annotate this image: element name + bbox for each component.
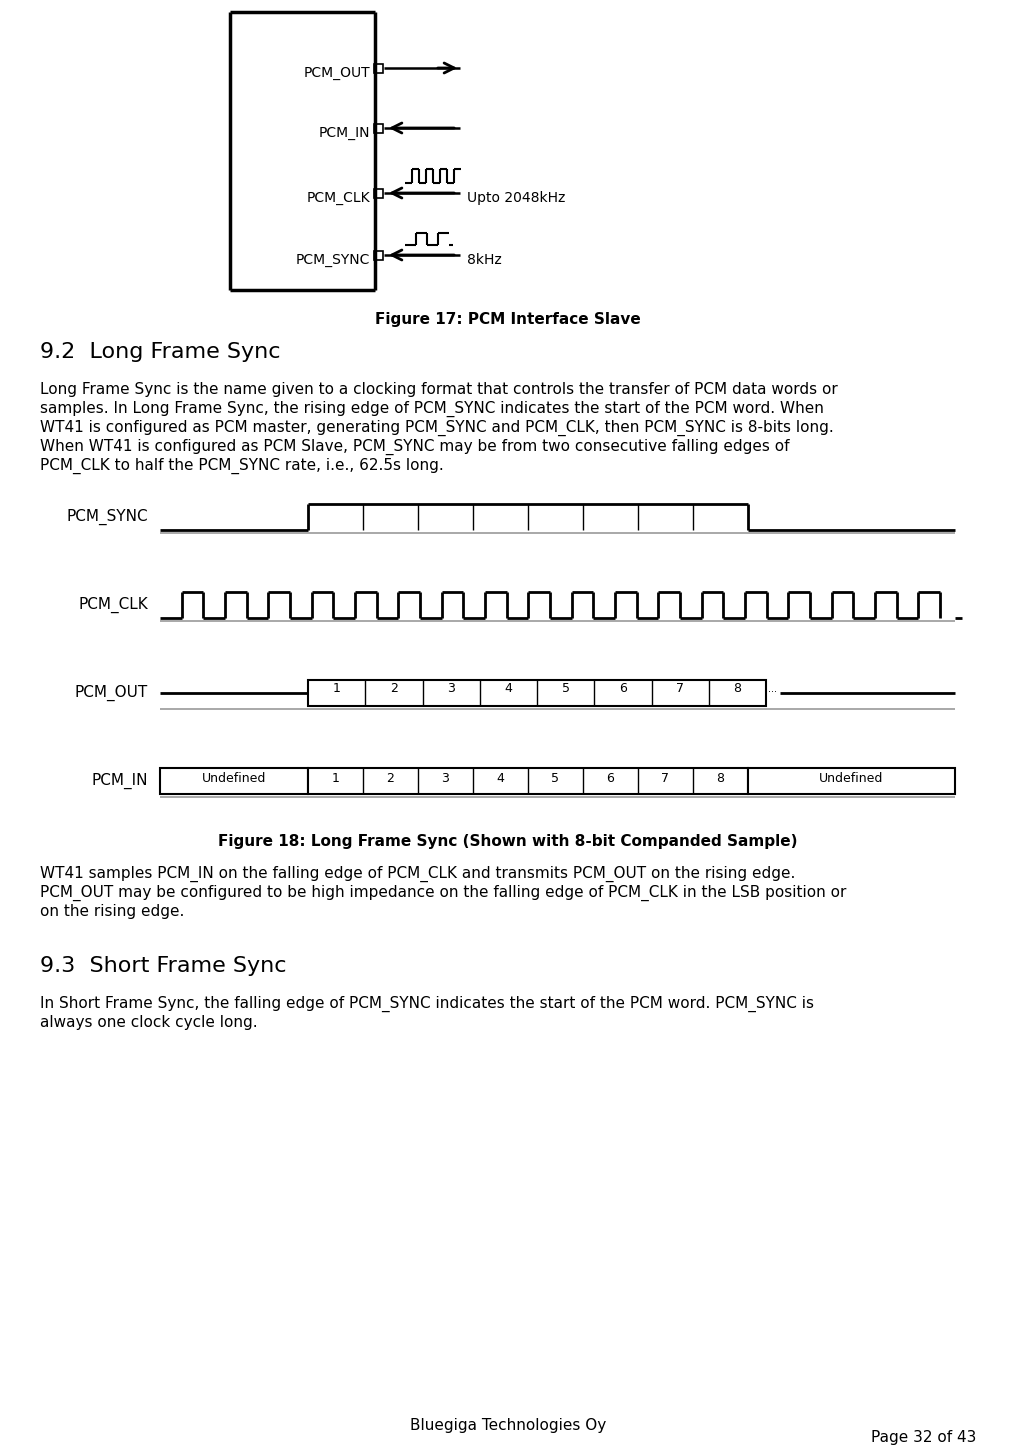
Text: always one clock cycle long.: always one clock cycle long. bbox=[40, 1015, 258, 1029]
Text: Undefined: Undefined bbox=[202, 772, 266, 785]
Text: PCM_SYNC: PCM_SYNC bbox=[66, 509, 148, 525]
Text: 6: 6 bbox=[607, 772, 615, 785]
Text: PCM_OUT: PCM_OUT bbox=[304, 65, 370, 80]
Text: Undefined: Undefined bbox=[819, 772, 884, 785]
Text: WT41 is configured as PCM master, generating PCM_SYNC and PCM_CLK, then PCM_SYNC: WT41 is configured as PCM master, genera… bbox=[40, 420, 834, 436]
Text: 7: 7 bbox=[661, 772, 670, 785]
Bar bbox=[374, 189, 383, 198]
Text: 2: 2 bbox=[390, 682, 398, 695]
Text: When WT41 is configured as PCM Slave, PCM_SYNC may be from two consecutive falli: When WT41 is configured as PCM Slave, PC… bbox=[40, 439, 789, 455]
Text: 4: 4 bbox=[504, 682, 512, 695]
Text: Figure 18: Long Frame Sync (Shown with 8-bit Companded Sample): Figure 18: Long Frame Sync (Shown with 8… bbox=[218, 835, 798, 849]
Text: PCM_CLK: PCM_CLK bbox=[307, 190, 370, 205]
Bar bbox=[160, 768, 308, 794]
Bar bbox=[374, 124, 383, 132]
Text: 1: 1 bbox=[332, 682, 340, 695]
Bar bbox=[374, 64, 383, 73]
Text: PCM_CLK: PCM_CLK bbox=[78, 598, 148, 614]
Text: on the rising edge.: on the rising edge. bbox=[40, 904, 184, 919]
Text: 6: 6 bbox=[619, 682, 627, 695]
Text: 5: 5 bbox=[562, 682, 570, 695]
Text: Page 32 of 43: Page 32 of 43 bbox=[871, 1429, 976, 1445]
Text: 9.3  Short Frame Sync: 9.3 Short Frame Sync bbox=[40, 955, 287, 976]
Text: 7: 7 bbox=[676, 682, 684, 695]
Bar bbox=[748, 768, 955, 794]
Text: 4: 4 bbox=[497, 772, 504, 785]
Text: PCM_CLK to half the PCM_SYNC rate, i.e., 62.5s long.: PCM_CLK to half the PCM_SYNC rate, i.e.,… bbox=[40, 458, 444, 474]
Text: 8: 8 bbox=[734, 682, 742, 695]
Text: 2: 2 bbox=[386, 772, 394, 785]
Bar bbox=[374, 252, 383, 260]
Text: PCM_SYNC: PCM_SYNC bbox=[296, 253, 370, 268]
Text: 3: 3 bbox=[447, 682, 455, 695]
Text: 1: 1 bbox=[331, 772, 339, 785]
Text: PCM_IN: PCM_IN bbox=[91, 774, 148, 790]
Text: PCM_OUT may be configured to be high impedance on the falling edge of PCM_CLK in: PCM_OUT may be configured to be high imp… bbox=[40, 885, 846, 901]
Text: Upto 2048kHz: Upto 2048kHz bbox=[467, 190, 565, 205]
Text: PCM_IN: PCM_IN bbox=[318, 126, 370, 140]
Text: In Short Frame Sync, the falling edge of PCM_SYNC indicates the start of the PCM: In Short Frame Sync, the falling edge of… bbox=[40, 996, 814, 1012]
Text: 5: 5 bbox=[552, 772, 560, 785]
Text: 9.2  Long Frame Sync: 9.2 Long Frame Sync bbox=[40, 342, 280, 362]
Text: Bluegiga Technologies Oy: Bluegiga Technologies Oy bbox=[409, 1418, 607, 1434]
Text: Figure 17: PCM Interface Slave: Figure 17: PCM Interface Slave bbox=[375, 313, 641, 327]
Text: 8kHz: 8kHz bbox=[467, 253, 502, 268]
Bar bbox=[308, 768, 748, 794]
Text: 3: 3 bbox=[442, 772, 449, 785]
Text: 8: 8 bbox=[716, 772, 724, 785]
Text: ...: ... bbox=[768, 683, 777, 694]
Text: Long Frame Sync is the name given to a clocking format that controls the transfe: Long Frame Sync is the name given to a c… bbox=[40, 382, 838, 397]
Bar bbox=[308, 680, 766, 707]
Text: samples. In Long Frame Sync, the rising edge of PCM_SYNC indicates the start of : samples. In Long Frame Sync, the rising … bbox=[40, 401, 824, 417]
Text: WT41 samples PCM_IN on the falling edge of PCM_CLK and transmits PCM_OUT on the : WT41 samples PCM_IN on the falling edge … bbox=[40, 867, 796, 883]
Text: PCM_OUT: PCM_OUT bbox=[75, 685, 148, 701]
